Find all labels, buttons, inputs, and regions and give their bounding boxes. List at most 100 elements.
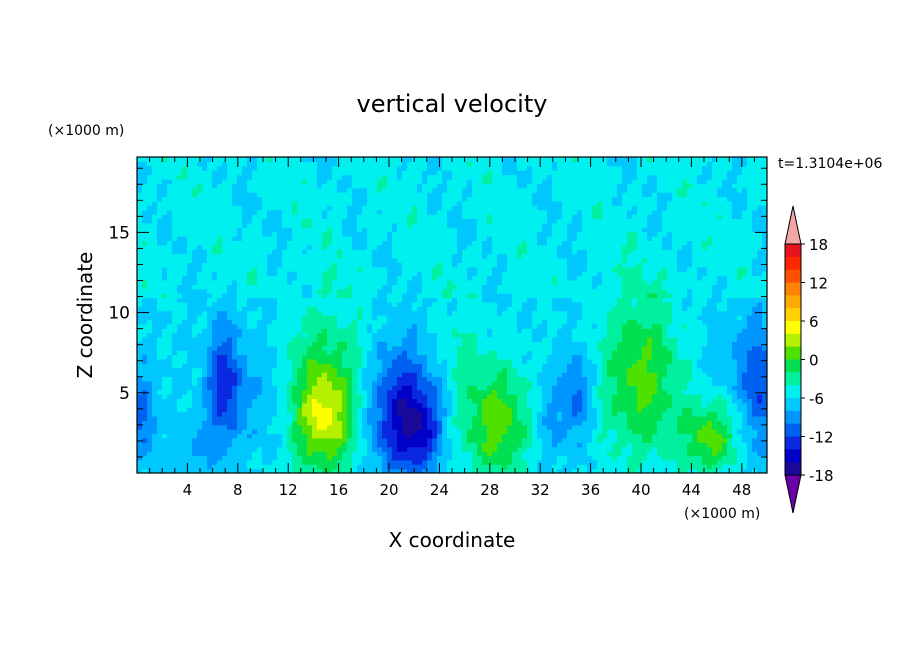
field-cell (477, 464, 483, 470)
field-cell (552, 354, 558, 360)
field-cell (342, 358, 348, 364)
field-cell (537, 336, 543, 342)
field-cell (437, 389, 443, 395)
field-cell (762, 394, 767, 399)
field-cell (202, 385, 208, 391)
field-cell (632, 420, 638, 426)
field-cell (572, 464, 578, 470)
field-cell (612, 306, 618, 312)
field-cell (187, 297, 193, 303)
field-cell (242, 394, 248, 399)
field-cell (247, 415, 253, 421)
field-cell (477, 459, 483, 465)
field-cell (137, 385, 143, 391)
field-cell (327, 301, 333, 307)
field-cell (742, 332, 748, 338)
field-cell (302, 372, 308, 378)
field-cell (472, 402, 478, 408)
field-cell (467, 411, 473, 417)
field-cell (292, 315, 298, 320)
field-cell (167, 358, 173, 364)
field-cell (522, 424, 528, 430)
field-cell (707, 415, 713, 421)
field-cell (137, 411, 143, 417)
field-cell (582, 389, 588, 395)
field-cell (562, 341, 568, 347)
field-cell (447, 389, 453, 395)
field-cell (492, 315, 498, 320)
field-cell (577, 367, 583, 373)
field-cell (352, 433, 358, 439)
field-cell (197, 372, 203, 378)
field-cell (347, 319, 353, 325)
field-cell (532, 451, 538, 457)
field-cell (422, 420, 428, 426)
field-cell (692, 372, 698, 378)
field-cell (297, 394, 303, 399)
field-cell (262, 411, 268, 417)
field-cell (622, 437, 628, 443)
field-cell (177, 328, 183, 334)
field-cell (182, 415, 188, 421)
field-cell (582, 424, 588, 430)
field-cell (537, 398, 543, 404)
field-cell (507, 363, 513, 369)
field-cell (457, 402, 463, 408)
field-cell (477, 429, 483, 435)
field-cell (447, 402, 453, 408)
field-cell (517, 319, 523, 325)
field-cell (687, 394, 693, 399)
field-cell (722, 301, 728, 307)
field-cell (257, 380, 263, 386)
field-cell (367, 306, 373, 312)
field-cell (497, 389, 503, 395)
field-cell (517, 336, 523, 342)
field-cell (492, 319, 498, 325)
field-cell (187, 398, 193, 404)
field-cell (227, 310, 233, 316)
field-cell (257, 306, 263, 312)
field-cell (172, 341, 178, 347)
field-cell (232, 363, 238, 369)
field-cell (267, 468, 273, 473)
field-cell (317, 451, 323, 457)
field-cell (482, 354, 488, 360)
field-cell (722, 411, 728, 417)
field-cell (387, 464, 393, 470)
field-cell (192, 446, 198, 452)
field-cell (742, 394, 748, 399)
field-cell (547, 437, 553, 443)
field-cell (712, 451, 718, 457)
field-cell (442, 433, 448, 439)
field-cell (262, 301, 268, 307)
field-cell (397, 464, 403, 470)
field-cell (362, 328, 368, 334)
field-cell (382, 297, 388, 303)
field-cell (522, 372, 528, 378)
field-cell (652, 310, 658, 316)
field-cell (207, 398, 213, 404)
field-cell (472, 376, 478, 382)
field-cell (382, 380, 388, 386)
field-cell (487, 455, 493, 461)
field-cell (687, 319, 693, 325)
field-cell (502, 402, 508, 408)
field-cell (362, 424, 368, 430)
field-cell (312, 402, 318, 408)
field-cell (142, 415, 148, 421)
field-cell (272, 354, 278, 360)
field-cell (372, 301, 378, 307)
field-cell (667, 372, 673, 378)
field-cell (477, 332, 483, 338)
field-cell (612, 376, 618, 382)
field-cell (242, 415, 248, 421)
field-cell (607, 446, 613, 452)
field-cell (722, 446, 728, 452)
field-cell (147, 442, 153, 448)
field-cell (382, 437, 388, 443)
field-cell (437, 372, 443, 378)
field-cell (682, 407, 688, 413)
field-cell (222, 446, 228, 452)
field-cell (367, 297, 373, 303)
field-cell (362, 358, 368, 364)
